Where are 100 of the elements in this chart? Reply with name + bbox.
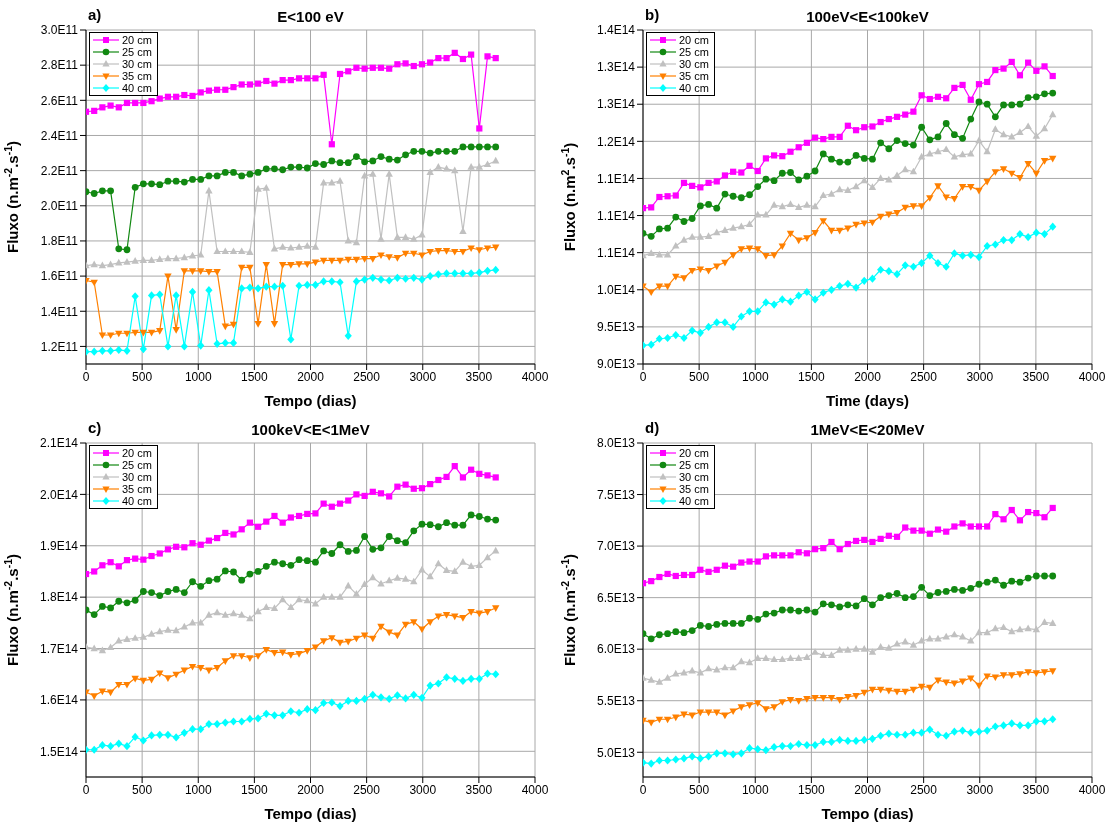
point: [360, 255, 369, 263]
point: [336, 278, 344, 287]
point: [173, 93, 180, 100]
point: [402, 151, 409, 159]
y-tick-label: 6.0E13: [596, 641, 636, 656]
x-tick-label: 3500: [1022, 782, 1050, 797]
y-tick-label: 1.0E14: [596, 283, 636, 298]
text: b): [645, 6, 660, 23]
y-tick-label: 1.7E14: [39, 641, 79, 656]
x-tick-label: 4000: [521, 369, 549, 384]
point: [156, 95, 163, 102]
x-tick-label: 4000: [1078, 782, 1106, 797]
point: [262, 184, 270, 191]
point: [369, 157, 377, 165]
point: [262, 165, 270, 173]
point: [311, 259, 320, 267]
point: [385, 170, 393, 177]
point: [279, 281, 287, 290]
point: [418, 275, 426, 284]
legend-label: 20 cm: [122, 446, 152, 459]
point: [467, 269, 475, 278]
point: [303, 280, 311, 289]
y-tick-label: 6.5E13: [596, 590, 636, 605]
y-tick-label: 2.6E11: [40, 93, 79, 108]
point: [254, 80, 262, 87]
point: [451, 49, 458, 56]
point: [435, 55, 442, 62]
x-tick-label: 2000: [854, 782, 882, 797]
x-axis-title: Tempo (dias): [264, 804, 357, 822]
text: d): [645, 418, 660, 436]
point: [426, 168, 434, 175]
point: [90, 347, 98, 356]
point: [377, 252, 385, 260]
chart-title: 1MeV<E<20MeV: [810, 420, 925, 438]
point: [361, 275, 369, 284]
x-tick-label: 3000: [966, 369, 994, 384]
point: [459, 143, 467, 151]
point: [361, 158, 368, 166]
point: [369, 170, 377, 177]
y-tick-label: 2.2E11: [40, 163, 79, 178]
point: [139, 256, 148, 263]
point: [401, 233, 410, 241]
y-tick-label: 2.8E11: [40, 58, 79, 73]
point: [492, 265, 500, 275]
point: [434, 163, 443, 170]
point: [418, 252, 426, 260]
point: [345, 68, 352, 75]
point: [459, 248, 467, 256]
text: a): [88, 6, 102, 23]
point: [328, 157, 336, 165]
point: [115, 345, 123, 355]
point: [123, 99, 131, 107]
point: [426, 149, 434, 157]
x-tick-label: 1000: [741, 782, 769, 797]
x-tick-label: 4000: [521, 782, 549, 797]
point: [197, 250, 205, 258]
point: [442, 269, 451, 278]
point: [484, 143, 491, 151]
point: [393, 273, 401, 282]
point: [237, 247, 246, 255]
x-tick-label: 3500: [465, 369, 493, 384]
point: [221, 168, 229, 176]
point: [410, 147, 418, 155]
y-tick-label: 8.0E13: [596, 435, 636, 450]
point: [492, 143, 500, 151]
point: [230, 84, 237, 91]
point: [148, 98, 155, 105]
point: [369, 255, 377, 263]
point: [197, 341, 205, 350]
point: [238, 81, 245, 88]
point: [451, 269, 459, 278]
point: [467, 163, 475, 170]
y-tick-label: 1.5E14: [39, 744, 79, 759]
point: [91, 107, 98, 114]
y-tick-label: 7.0E13: [596, 538, 636, 553]
point: [262, 282, 270, 291]
point: [278, 243, 287, 250]
point: [221, 338, 229, 348]
point: [394, 61, 401, 68]
x-tick-label: 2000: [297, 369, 325, 384]
x-axis-title: Tempo (dias): [264, 392, 357, 409]
point: [434, 248, 443, 255]
point: [492, 55, 499, 62]
point: [336, 70, 344, 78]
point: [475, 268, 483, 277]
point: [287, 262, 295, 269]
point: [98, 332, 107, 340]
legend-label: 30 cm: [679, 470, 709, 483]
text: c): [88, 418, 102, 436]
point: [287, 243, 295, 251]
point: [459, 269, 467, 278]
legend-label: 30 cm: [122, 470, 152, 483]
x-tick-label: 2500: [910, 369, 938, 384]
point: [476, 125, 483, 132]
point: [147, 256, 156, 263]
point: [418, 61, 426, 68]
legend-label: 30 cm: [122, 58, 152, 70]
point: [229, 321, 238, 329]
y-tick-label: 2.4E11: [40, 128, 79, 143]
point: [328, 277, 336, 286]
